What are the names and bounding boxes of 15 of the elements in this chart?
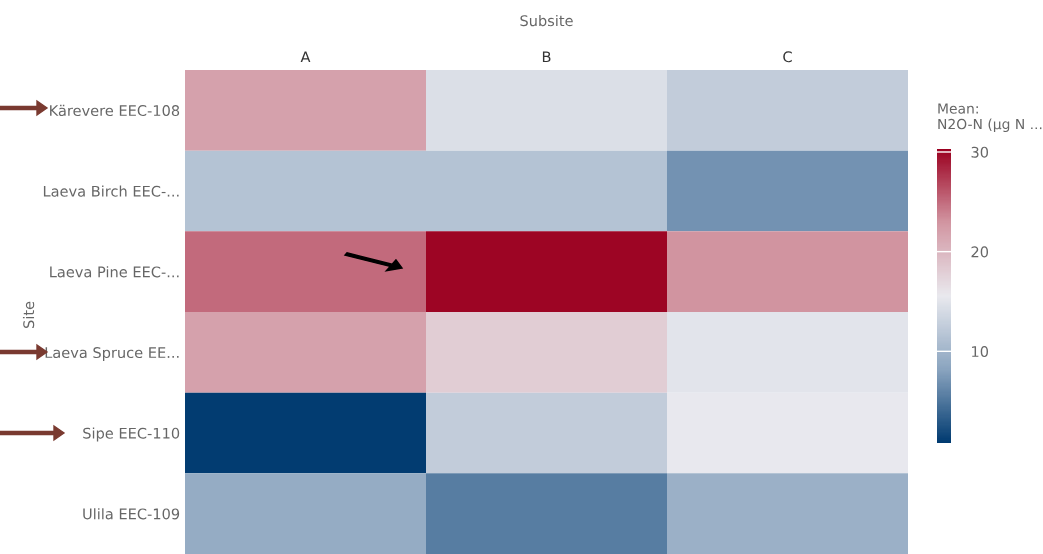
- y-tick-label: Ulila EEC-109: [83, 508, 180, 520]
- y-axis-title: Site: [22, 301, 35, 329]
- color-bar-label: 20: [971, 246, 989, 258]
- y-tick-label: Laeva Spruce EE...: [45, 347, 179, 361]
- y-tick-label: Laeva Pine EEC-...: [50, 266, 179, 278]
- x-tick-label: A: [300, 51, 311, 63]
- x-tick-label: B: [542, 51, 551, 63]
- color-bar-title: Mean: N2O-N (µg N ...: [938, 103, 1042, 132]
- y-tick-label: Laeva Birch EEC-...: [43, 185, 179, 197]
- y-tick-label: Kärevere EEC-108: [50, 104, 180, 117]
- y-tick-label: Sipe EEC-110: [83, 427, 180, 442]
- color-bar-label: 30: [971, 146, 989, 158]
- x-axis-title: Subsite: [520, 14, 573, 27]
- x-tick-label: C: [783, 51, 792, 63]
- color-bar-label: 10: [972, 346, 989, 358]
